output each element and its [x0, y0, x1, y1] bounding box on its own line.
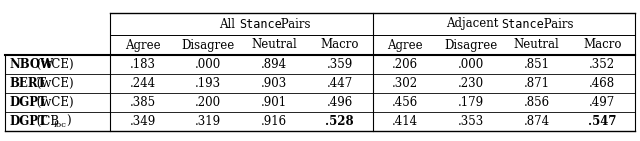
Text: BERT: BERT — [9, 77, 46, 90]
Text: Disagree: Disagree — [182, 38, 235, 51]
Text: Stance: Stance — [239, 17, 282, 30]
Text: .200: .200 — [195, 96, 221, 109]
Text: foc: foc — [54, 121, 67, 129]
Text: Pairs: Pairs — [540, 17, 573, 30]
Text: Neutral: Neutral — [251, 38, 297, 51]
Text: .179: .179 — [458, 96, 484, 109]
Text: .547: .547 — [588, 115, 616, 128]
Text: .901: .901 — [261, 96, 287, 109]
Text: DGPT: DGPT — [9, 96, 47, 109]
Text: .206: .206 — [392, 58, 419, 71]
Text: DGPT: DGPT — [9, 115, 47, 128]
Text: .894: .894 — [261, 58, 287, 71]
Text: Stance: Stance — [502, 17, 545, 30]
Text: .447: .447 — [326, 77, 353, 90]
Text: .903: .903 — [261, 77, 287, 90]
Text: .230: .230 — [458, 77, 484, 90]
Text: .497: .497 — [589, 96, 615, 109]
Text: ): ) — [67, 115, 71, 128]
Text: .456: .456 — [392, 96, 419, 109]
Text: (wCE): (wCE) — [33, 77, 74, 90]
Text: Neutral: Neutral — [514, 38, 559, 51]
Text: Macro: Macro — [583, 38, 621, 51]
Text: .352: .352 — [589, 58, 615, 71]
Text: Adjacent: Adjacent — [445, 17, 502, 30]
Text: .000: .000 — [458, 58, 484, 71]
Text: .349: .349 — [130, 115, 156, 128]
Text: .468: .468 — [589, 77, 615, 90]
Text: .385: .385 — [130, 96, 156, 109]
Text: .496: .496 — [326, 96, 353, 109]
Text: .183: .183 — [130, 58, 156, 71]
Text: NBOW: NBOW — [9, 58, 53, 71]
Text: All: All — [220, 17, 239, 30]
Text: .856: .856 — [524, 96, 550, 109]
Text: (wCE): (wCE) — [33, 58, 74, 71]
Text: .851: .851 — [524, 58, 550, 71]
Text: .359: .359 — [326, 58, 353, 71]
Text: (wCE): (wCE) — [33, 96, 74, 109]
Text: .244: .244 — [130, 77, 156, 90]
Text: (CB: (CB — [33, 115, 59, 128]
Text: Agree: Agree — [125, 38, 161, 51]
Text: .871: .871 — [524, 77, 550, 90]
Text: Disagree: Disagree — [444, 38, 497, 51]
Text: .874: .874 — [524, 115, 550, 128]
Text: .000: .000 — [195, 58, 221, 71]
Text: .302: .302 — [392, 77, 419, 90]
Text: Macro: Macro — [321, 38, 359, 51]
Text: .414: .414 — [392, 115, 419, 128]
Text: .193: .193 — [195, 77, 221, 90]
Text: Agree: Agree — [387, 38, 423, 51]
Text: .353: .353 — [458, 115, 484, 128]
Text: Pairs: Pairs — [277, 17, 311, 30]
Text: .916: .916 — [261, 115, 287, 128]
Text: .319: .319 — [195, 115, 221, 128]
Text: .528: .528 — [325, 115, 354, 128]
